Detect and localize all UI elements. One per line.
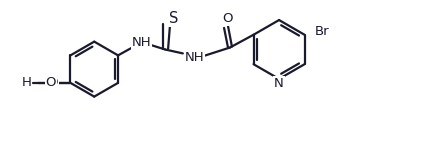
Text: S: S [169,11,179,26]
Text: O: O [223,12,233,25]
Text: O: O [45,76,56,89]
Text: Br: Br [315,25,329,38]
Text: NH: NH [132,36,151,49]
Text: O: O [48,76,58,89]
Text: NH: NH [185,51,205,64]
Text: N: N [274,77,284,90]
Text: H: H [21,76,31,89]
